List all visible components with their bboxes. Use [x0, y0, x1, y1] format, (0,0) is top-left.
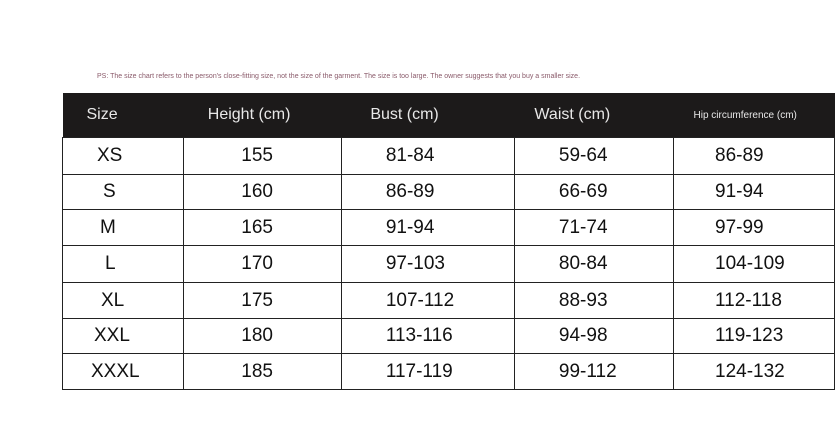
- table-cell: 124-132: [673, 353, 835, 390]
- table-cell: 180: [183, 318, 342, 354]
- table-cell: 97-99: [673, 209, 835, 246]
- table-cell: L: [61, 245, 185, 283]
- table-cell: 170: [183, 245, 342, 283]
- table-row: XXXL 185 117-119 99-112 124-132: [61, 353, 835, 390]
- table-cell: 71-74: [513, 209, 675, 246]
- size-chart-table: Size Height (cm) Bust (cm) Waist (cm) Hip ci…: [61, 93, 835, 390]
- table-cell: 107-112: [340, 282, 515, 319]
- size-note: PS: The size chart refers to the person'…: [97, 73, 581, 80]
- table-cell: 160: [183, 174, 342, 210]
- table-cell: 104-109: [673, 245, 835, 283]
- table-cell: 81-84: [340, 137, 515, 175]
- table-cell: M: [61, 209, 185, 246]
- table-cell: 91-94: [673, 174, 835, 210]
- table-cell: 86-89: [340, 174, 515, 210]
- table-cell: S: [61, 174, 185, 210]
- table-cell: 99-112: [513, 353, 675, 390]
- table-cell: 59-64: [513, 137, 675, 175]
- table-cell: 113-116: [340, 318, 515, 354]
- table-cell: XXL: [61, 318, 185, 354]
- table-cell: 175: [183, 282, 342, 319]
- column-header: Height (cm): [183, 93, 342, 138]
- table-row: XS 155 81-84 59-64 86-89: [61, 137, 835, 175]
- table-cell: 119-123: [673, 318, 835, 354]
- table-cell: 185: [183, 353, 342, 390]
- table-row: S 160 86-89 66-69 91-94: [61, 174, 835, 210]
- table-cell: 88-93: [513, 282, 675, 319]
- table-cell: 86-89: [673, 137, 835, 175]
- table-cell: 117-119: [340, 353, 515, 390]
- table-row: XXL 180 113-116 94-98 119-123: [61, 318, 835, 354]
- table-cell: 66-69: [513, 174, 675, 210]
- table-row: XL 175 107-112 88-93 112-118: [61, 282, 835, 319]
- table-cell: XXXL: [61, 353, 185, 390]
- table-cell: 91-94: [340, 209, 515, 246]
- table-cell: 112-118: [673, 282, 835, 319]
- table-cell: 94-98: [513, 318, 675, 354]
- header-row: Size Height (cm) Bust (cm) Waist (cm) Hip ci…: [62, 93, 835, 138]
- column-header: Bust (cm): [341, 93, 515, 138]
- table-cell: 165: [183, 209, 342, 246]
- table-cell: XS: [61, 137, 185, 175]
- column-header: Waist (cm): [514, 93, 674, 138]
- table-row: M 165 91-94 71-74 97-99: [61, 209, 835, 246]
- table-cell: 97-103: [340, 245, 515, 283]
- table-cell: XL: [61, 282, 185, 319]
- table-cell: 155: [183, 137, 342, 175]
- column-header: Size: [62, 93, 184, 138]
- table-row: L 170 97-103 80-84 104-109: [61, 245, 835, 283]
- column-header: Hip circumference (cm): [673, 93, 835, 138]
- table-cell: 80-84: [513, 245, 675, 283]
